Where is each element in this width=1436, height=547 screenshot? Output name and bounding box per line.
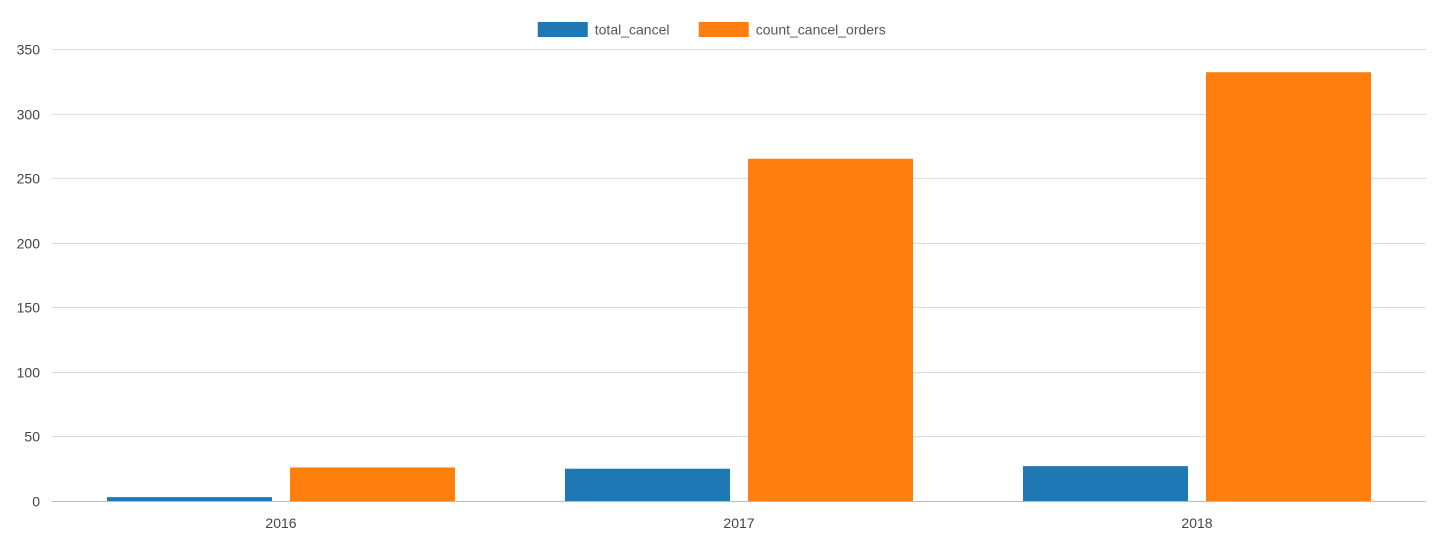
legend-swatch-total-cancel[interactable] — [537, 22, 588, 37]
bars — [107, 72, 1371, 501]
bar-total-cancel-2017[interactable] — [565, 468, 730, 501]
x-tick-label: 2016 — [265, 515, 296, 531]
legend-swatch-count-cancel-orders[interactable] — [698, 22, 749, 37]
bar-total-cancel-2018[interactable] — [1023, 466, 1188, 501]
y-tick-label: 300 — [17, 107, 41, 123]
grid-lines — [52, 49, 1426, 502]
y-axis-ticks: 0 50 100 150 200 250 300 350 — [17, 42, 41, 510]
y-tick-label: 100 — [17, 365, 41, 381]
x-axis-ticks: 2016 2017 2018 — [265, 515, 1212, 531]
y-tick-label: 350 — [17, 42, 41, 58]
y-tick-label: 250 — [17, 171, 41, 187]
y-tick-label: 200 — [17, 236, 41, 252]
x-tick-label: 2018 — [1181, 515, 1212, 531]
y-tick-label: 50 — [24, 429, 40, 445]
legend-label-count-cancel-orders[interactable]: count_cancel_orders — [756, 22, 886, 38]
bar-count-cancel-orders-2018[interactable] — [1206, 72, 1371, 501]
y-tick-label: 150 — [17, 300, 41, 316]
bar-count-cancel-orders-2017[interactable] — [748, 158, 913, 501]
bar-count-cancel-orders-2016[interactable] — [290, 467, 455, 501]
legend: total_cancel count_cancel_orders — [537, 22, 886, 38]
x-tick-label: 2017 — [723, 515, 754, 531]
bar-total-cancel-2016[interactable] — [107, 497, 272, 501]
y-tick-label: 0 — [32, 494, 40, 510]
legend-label-total-cancel[interactable]: total_cancel — [595, 22, 670, 38]
